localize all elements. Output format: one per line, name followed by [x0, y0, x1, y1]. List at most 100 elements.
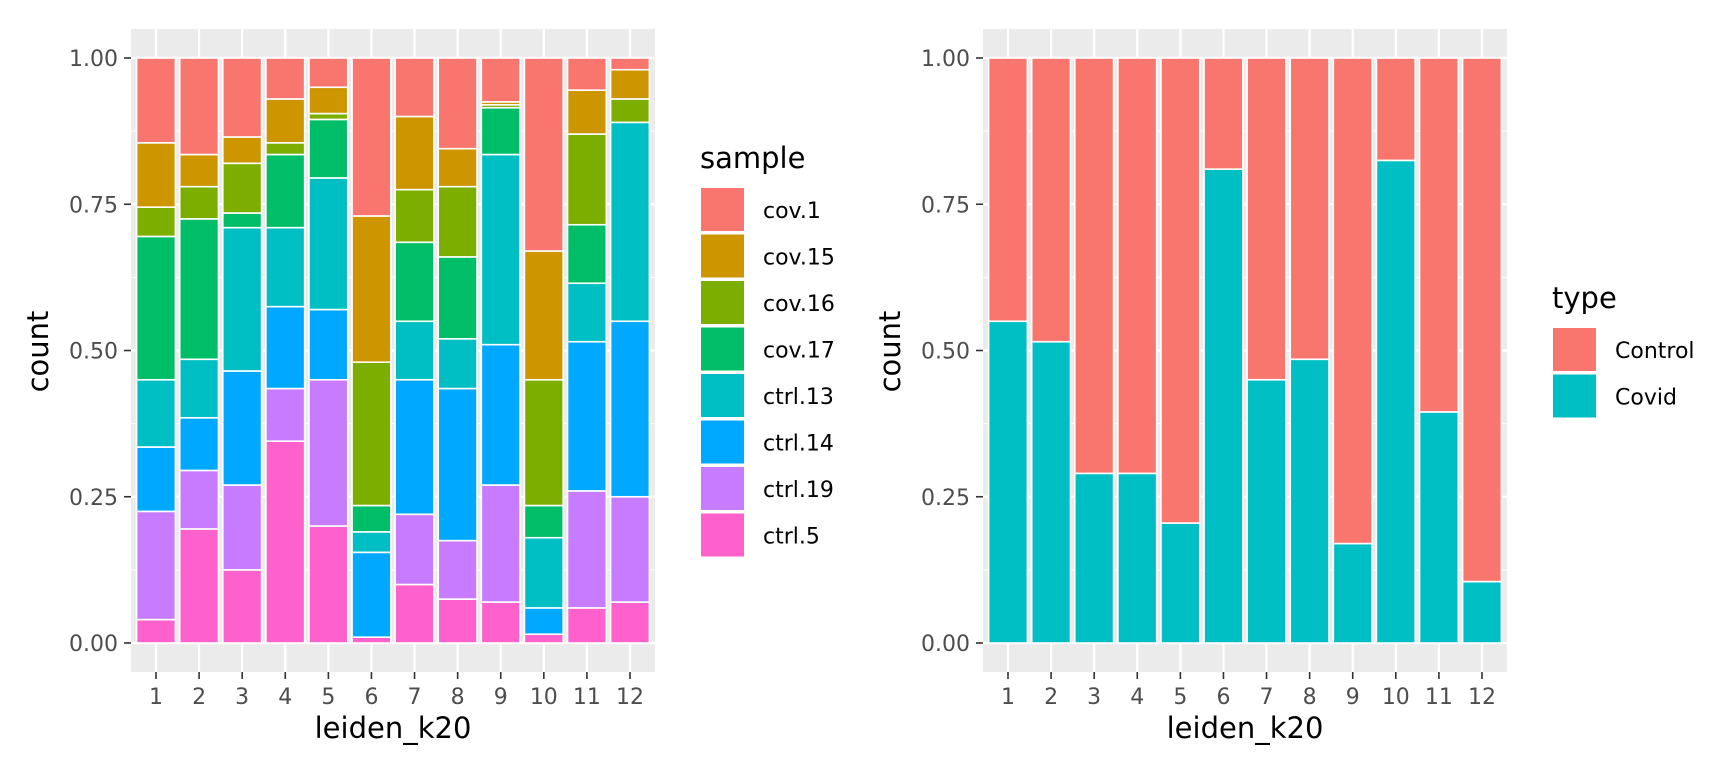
- bar-segment-cov-16-3: [221, 162, 263, 214]
- bar-segment-ctrl-5-9: [480, 601, 521, 644]
- bar-segment-ctrl-5-7: [394, 583, 435, 644]
- x-tick-label: 8: [451, 685, 465, 710]
- bar-segment-Control-6: [1203, 57, 1244, 170]
- bar-segment-ctrl-14-2: [178, 416, 220, 472]
- bar-segment-cov-15-6: [351, 215, 392, 363]
- bar-segment-cov-1-12: [609, 57, 651, 71]
- legend-key-ctrl-19: [701, 467, 744, 510]
- bar-segment-cov-16-10: [523, 378, 565, 507]
- bar-segment-cov-17-5: [308, 118, 349, 179]
- legend-label: ctrl.13: [763, 385, 834, 410]
- x-tick-label: 7: [1260, 685, 1274, 710]
- legend-key-Covid: [1553, 374, 1596, 418]
- x-axis-title: leiden_k20: [1167, 711, 1324, 745]
- x-tick-label: 2: [1044, 685, 1058, 710]
- x-tick-label: 12: [1468, 685, 1496, 710]
- bar-segment-cov-16-8: [437, 185, 478, 258]
- y-tick-label: 0.50: [69, 340, 118, 365]
- bar-segment-cov-16-7: [394, 188, 435, 244]
- bar-segment-ctrl-5-11: [566, 607, 608, 644]
- bar-segment-Control-8: [1289, 57, 1330, 361]
- x-tick-label: 9: [1346, 685, 1360, 710]
- y-tick-label: 0.50: [921, 340, 970, 365]
- bar-segment-ctrl-13-8: [437, 337, 478, 390]
- bar-segment-ctrl-14-9: [480, 343, 521, 486]
- bar-segment-ctrl-5-1: [135, 618, 177, 644]
- bar-segment-cov-1-2: [178, 57, 220, 156]
- bar-segment-cov-17-11: [566, 223, 608, 285]
- bar-segment-Covid-9: [1332, 542, 1373, 644]
- bar-segment-cov-1-1: [135, 57, 177, 144]
- x-tick-label: 2: [192, 685, 206, 710]
- y-tick-label: 1.00: [921, 47, 970, 72]
- bar-segment-ctrl-19-8: [437, 539, 478, 600]
- bar-segment-cov-1-6: [351, 57, 392, 217]
- x-tick-label: 10: [530, 685, 558, 710]
- bar-segment-Covid-12: [1461, 580, 1503, 644]
- bar-segment-ctrl-13-2: [178, 358, 220, 419]
- bar-segment-cov-1-11: [566, 57, 608, 91]
- y-axis-title: count: [873, 311, 907, 393]
- bar-segment-cov-15-8: [437, 147, 478, 188]
- bar-segment-ctrl-13-6: [351, 531, 392, 554]
- bar-segment-ctrl-13-9: [480, 153, 521, 346]
- bar-segment-ctrl-14-3: [221, 370, 263, 486]
- bar-segment-Covid-11: [1418, 411, 1460, 644]
- bar-segment-cov-1-9: [480, 57, 521, 103]
- x-tick-label: 8: [1303, 685, 1317, 710]
- legend-key-cov-16: [701, 281, 744, 324]
- bar-segment-cov-17-7: [394, 241, 435, 323]
- bar-segment-cov-17-3: [221, 212, 263, 229]
- legend-label: ctrl.14: [763, 432, 834, 457]
- bar-segment-Control-4: [1117, 57, 1158, 475]
- bar-segment-ctrl-5-5: [308, 525, 349, 644]
- bar-segment-Covid-5: [1160, 522, 1201, 644]
- bar-segment-ctrl-19-7: [394, 513, 435, 586]
- bar-segment-ctrl-14-1: [135, 446, 177, 513]
- bar-segment-cov-17-6: [351, 504, 392, 533]
- bar-segment-cov-15-7: [394, 115, 435, 191]
- bar-segment-cov-17-2: [178, 218, 220, 361]
- bar-segment-ctrl-5-10: [523, 633, 565, 644]
- bar-segment-cov-15-12: [609, 68, 651, 100]
- bar-segment-ctrl-13-12: [609, 121, 651, 323]
- bar-segment-Control-2: [1030, 57, 1072, 343]
- x-tick-label: 1: [149, 685, 163, 710]
- bar-segment-ctrl-13-7: [394, 320, 435, 381]
- bar-segment-Covid-4: [1117, 472, 1158, 644]
- bar-segment-Control-5: [1160, 57, 1201, 524]
- y-tick-label: 0.00: [69, 632, 118, 657]
- bar-segment-ctrl-14-7: [394, 378, 435, 516]
- bar-segment-Covid-10: [1375, 159, 1417, 644]
- legend-key-cov-17: [701, 327, 744, 371]
- bar-segment-ctrl-14-10: [523, 607, 565, 636]
- bar-segment-Control-1: [987, 57, 1029, 323]
- bar-segment-cov-1-3: [221, 57, 263, 138]
- legend-title: type: [1552, 281, 1617, 315]
- x-tick-label: 11: [1425, 685, 1453, 710]
- x-tick-label: 5: [1173, 685, 1187, 710]
- legend-label: cov.16: [763, 292, 835, 317]
- bar-segment-cov-15-5: [308, 86, 349, 115]
- bar-segment-cov-15-2: [178, 153, 220, 188]
- bar-segment-ctrl-13-10: [523, 536, 565, 609]
- legend-key-ctrl-5: [701, 513, 744, 557]
- bar-segment-cov-17-10: [523, 504, 565, 539]
- bar-segment-cov-16-1: [135, 206, 177, 238]
- bar-segment-Covid-8: [1289, 358, 1330, 644]
- bar-segment-ctrl-14-11: [566, 340, 608, 492]
- bar-segment-cov-17-4: [265, 153, 306, 229]
- bar-segment-cov-1-4: [265, 57, 306, 100]
- x-tick-label: 12: [616, 685, 644, 710]
- bar-segment-Covid-7: [1246, 378, 1287, 644]
- bar-segment-Covid-2: [1030, 340, 1072, 644]
- x-tick-label: 7: [408, 685, 422, 710]
- bar-segment-ctrl-13-3: [221, 226, 263, 372]
- legend-key-Control: [1553, 328, 1596, 371]
- y-axis-title: count: [21, 311, 55, 393]
- bar-segment-Control-9: [1332, 57, 1373, 545]
- bar-segment-cov-1-8: [437, 57, 478, 150]
- bar-segment-ctrl-19-3: [221, 484, 263, 571]
- x-tick-label: 4: [278, 685, 292, 710]
